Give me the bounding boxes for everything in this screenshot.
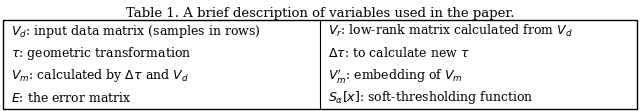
Text: $V_d$: input data matrix (samples in rows): $V_d$: input data matrix (samples in row… xyxy=(11,23,261,40)
Text: $V_r$: low-rank matrix calculated from $V_d$: $V_r$: low-rank matrix calculated from $… xyxy=(328,23,573,39)
Text: $V_m'$: embedding of $V_m$: $V_m'$: embedding of $V_m$ xyxy=(328,67,463,85)
Text: $\tau$: geometric transformation: $\tau$: geometric transformation xyxy=(11,45,191,62)
Text: Table 1. A brief description of variables used in the paper.: Table 1. A brief description of variable… xyxy=(125,7,515,20)
Bar xyxy=(3,20,637,109)
Text: $E$: the error matrix: $E$: the error matrix xyxy=(11,91,132,105)
Text: $V_m$: calculated by $\Delta\tau$ and $V_d$: $V_m$: calculated by $\Delta\tau$ and $V… xyxy=(11,67,189,84)
Text: $S_{\alpha}[x]$: soft-thresholding function: $S_{\alpha}[x]$: soft-thresholding funct… xyxy=(328,89,534,106)
Text: $\Delta\tau$: to calculate new $\tau$: $\Delta\tau$: to calculate new $\tau$ xyxy=(328,46,470,60)
